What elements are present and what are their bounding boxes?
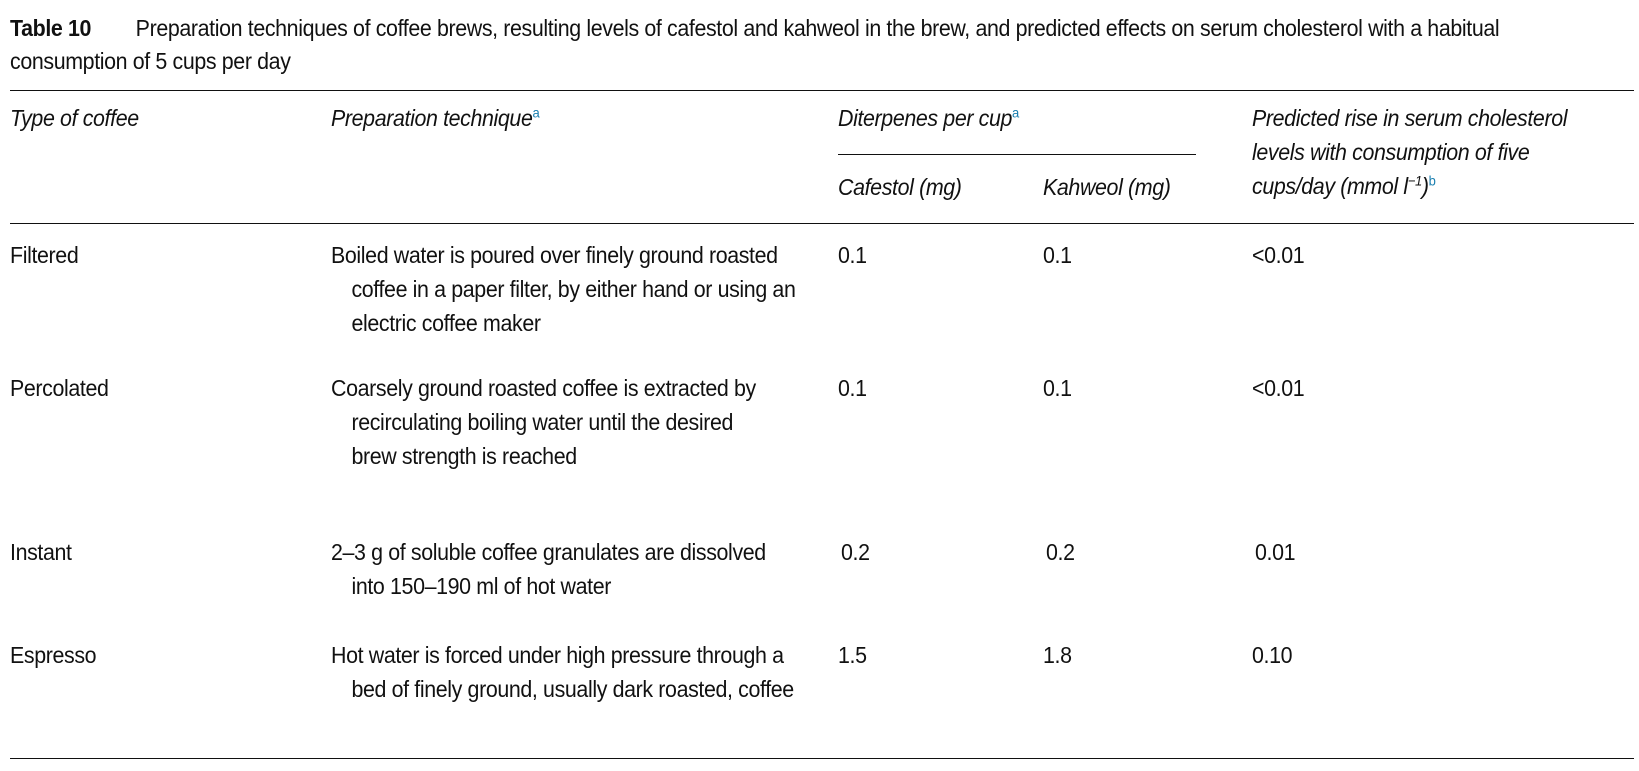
row-filtered-cafestol: 0.1	[838, 242, 867, 268]
top-rule	[10, 90, 1634, 91]
row-instant-predicted: 0.01	[1255, 539, 1296, 565]
header-predicted-close: )	[1421, 173, 1429, 199]
row-instant-kahweol: 0.2	[1046, 539, 1075, 565]
row-espresso-preparation: Hot water is forced under high pressure …	[331, 642, 794, 702]
header-kahweol: Kahweol (mg)	[1043, 174, 1171, 200]
header-predicted-unit: cups/day (mmol l	[1252, 173, 1408, 199]
row-filtered-type: Filtered	[10, 242, 79, 268]
table-label: Table 10	[10, 15, 92, 41]
table-caption: Table 10 Preparation techniques of coffee…	[10, 12, 1521, 78]
header-predicted-line3: cups/day (mmol l−1)b	[1252, 169, 1567, 203]
row-percolated-preparation: Coarsely ground roasted coffee is extrac…	[331, 375, 756, 469]
row-filtered-kahweol: 0.1	[1043, 242, 1072, 268]
header-preparation-label: Preparation technique	[331, 105, 533, 131]
row-espresso-type: Espresso	[10, 642, 97, 668]
header-predicted: Predicted rise in serum cholesterol leve…	[1252, 101, 1567, 203]
footnote-marker-a[interactable]: a	[532, 104, 540, 121]
footnote-marker-a[interactable]: a	[1012, 104, 1019, 121]
unit-exponent: −1	[1407, 172, 1422, 189]
header-preparation: Preparation techniquea	[331, 101, 540, 135]
header-rule	[10, 223, 1634, 224]
header-diterpenes-label: Diterpenes per cup	[838, 105, 1013, 131]
row-instant-type: Instant	[10, 539, 72, 565]
bottom-rule	[10, 758, 1634, 759]
header-cafestol: Cafestol (mg)	[838, 174, 962, 200]
footnote-marker-b[interactable]: b	[1428, 172, 1436, 189]
header-type: Type of coffee	[10, 101, 139, 135]
row-espresso-predicted: 0.10	[1252, 642, 1293, 668]
diterpenes-subrule	[838, 154, 1196, 155]
row-espresso-kahweol: 1.8	[1043, 642, 1072, 668]
row-instant-preparation: 2–3 g of soluble coffee granulates are d…	[331, 539, 766, 599]
row-percolated-type: Percolated	[10, 375, 109, 401]
row-filtered-preparation: Boiled water is poured over finely groun…	[331, 242, 796, 336]
header-type-label: Type of coffee	[10, 105, 139, 131]
row-percolated-kahweol: 0.1	[1043, 375, 1072, 401]
row-percolated-cafestol: 0.1	[838, 375, 867, 401]
header-predicted-line2: levels with consumption of five	[1252, 139, 1530, 165]
header-diterpenes: Diterpenes per cupa	[838, 101, 1019, 135]
row-filtered-predicted: <0.01	[1252, 242, 1305, 268]
row-instant-cafestol: 0.2	[841, 539, 870, 565]
header-predicted-line1: Predicted rise in serum cholesterol	[1252, 105, 1568, 131]
row-espresso-cafestol: 1.5	[838, 642, 867, 668]
row-percolated-predicted: <0.01	[1252, 375, 1305, 401]
table-caption-text: Preparation techniques of coffee brews, …	[10, 15, 1500, 74]
